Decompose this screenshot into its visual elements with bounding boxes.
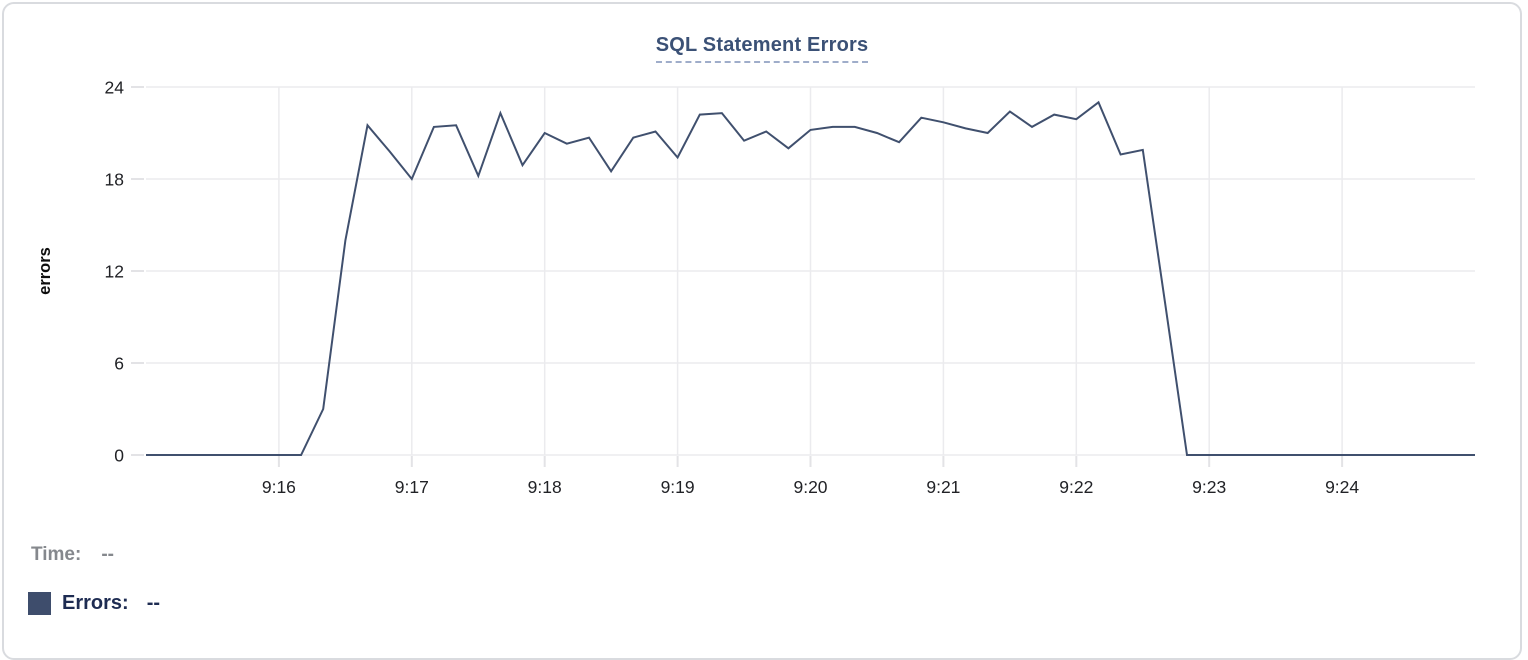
x-tick-label: 9:16 [262, 477, 296, 497]
y-tick-label: 6 [114, 354, 124, 374]
chart-header: SQL Statement Errors [4, 34, 1520, 63]
legend-time-value: -- [101, 544, 114, 565]
legend-time-row: Time: -- [31, 544, 114, 566]
x-tick-label: 9:22 [1059, 477, 1093, 497]
chart-title-link[interactable]: SQL Statement Errors [655, 34, 869, 63]
errors-line-chart[interactable]: 24 18 12 6 0 9:16 9:17 9:18 9:19 9:20 9:21 9:22 9:23… [4, 4, 1528, 516]
x-tick-label: 9:18 [528, 477, 562, 497]
x-tick-label: 9:19 [661, 477, 695, 497]
x-tick-label: 9:17 [395, 477, 429, 497]
y-tick-label: 18 [105, 170, 124, 190]
x-tick-label: 9:21 [926, 477, 960, 497]
legend-errors-value: -- [146, 592, 161, 614]
y-axis-title: errors [36, 247, 54, 295]
x-tick-label: 9:24 [1325, 477, 1359, 497]
x-tick-label: 9:23 [1192, 477, 1226, 497]
legend-errors-label: Errors: [62, 592, 129, 614]
legend-time-label: Time: [31, 544, 82, 565]
errors-series-line [146, 100, 1475, 456]
y-tick-label: 12 [105, 262, 124, 282]
legend-errors-row: Errors: -- [28, 592, 160, 615]
y-tick-label: 0 [114, 446, 124, 466]
x-tick-label: 9:20 [793, 477, 827, 497]
errors-series-swatch-icon [28, 592, 51, 615]
y-tick-label: 24 [105, 78, 125, 98]
